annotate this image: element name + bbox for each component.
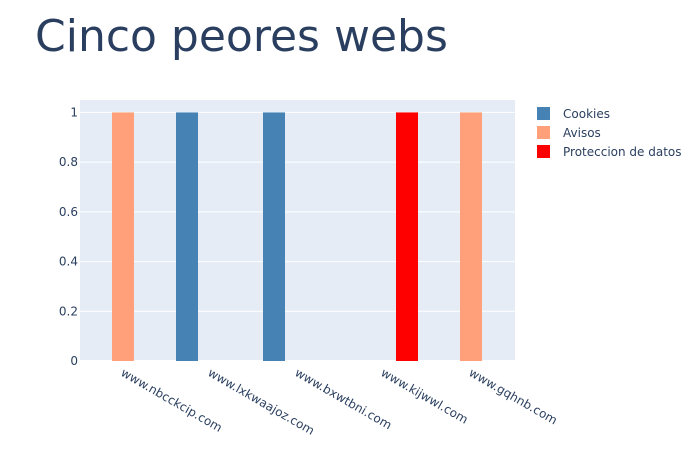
y-tick-label: 0.4 <box>59 255 78 269</box>
y-tick-label: 0.8 <box>59 155 78 169</box>
legend-item-proteccion-de-datos[interactable]: Proteccion de datos <box>537 145 682 159</box>
plot-area <box>80 100 515 361</box>
y-tick-label: 0.6 <box>59 205 78 219</box>
legend-swatch <box>537 107 550 120</box>
bar-cookies-1[interactable] <box>176 112 198 361</box>
legend-swatch <box>537 126 550 139</box>
y-axis-ticks: 0 0.2 0.4 0.6 0.8 1 <box>59 105 78 368</box>
y-tick-label: 0.2 <box>59 304 78 318</box>
chart-title: Cinco peores webs <box>35 11 448 62</box>
bar-cookies-2[interactable] <box>263 112 285 361</box>
x-tick-label: www.gqhnb.com <box>467 365 560 427</box>
bars <box>112 112 482 361</box>
bar-avisos-4[interactable] <box>460 112 482 361</box>
legend-label: Proteccion de datos <box>563 145 682 159</box>
legend-label: Cookies <box>563 107 610 121</box>
legend-label: Avisos <box>563 126 601 140</box>
gridlines <box>80 111 515 362</box>
legend-swatch <box>537 145 550 158</box>
y-tick-label: 0 <box>70 354 78 368</box>
legend[interactable]: Cookies Avisos Proteccion de datos <box>537 107 682 159</box>
x-axis-ticks: www.nbcckcip.comwww.lxkwaajoz.comwww.bxw… <box>119 365 560 437</box>
x-tick-label: www.kijwwl.com <box>379 365 471 426</box>
y-tick-label: 1 <box>70 105 78 119</box>
bar-proteccion-de-datos-3[interactable] <box>396 112 418 361</box>
legend-item-cookies[interactable]: Cookies <box>537 107 610 121</box>
legend-item-avisos[interactable]: Avisos <box>537 126 601 140</box>
bar-avisos-0[interactable] <box>112 112 134 361</box>
